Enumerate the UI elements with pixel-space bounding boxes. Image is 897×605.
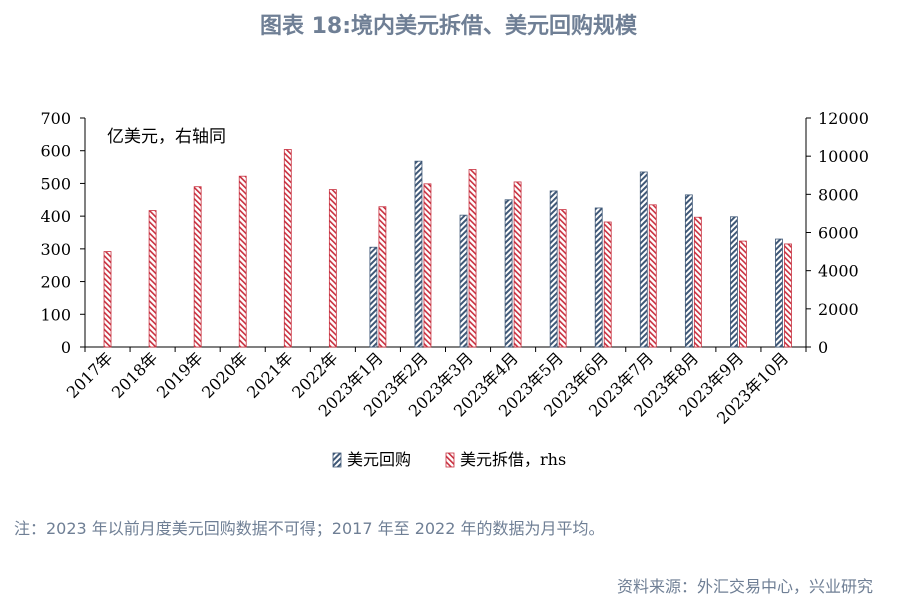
unit-annotation: 亿美元，右轴同 bbox=[107, 127, 226, 147]
bar-usd-lending bbox=[148, 210, 157, 348]
bar-usd-repo bbox=[369, 246, 378, 348]
bar-usd-repo bbox=[549, 190, 558, 348]
bar-usd-lending bbox=[423, 183, 432, 348]
legend-swatch-repo bbox=[332, 452, 342, 468]
bar-usd-lending bbox=[739, 240, 747, 348]
bar-usd-repo bbox=[459, 214, 468, 348]
bar-usd-repo bbox=[730, 216, 738, 348]
x-tick-label: 2021年 bbox=[243, 348, 297, 402]
bar-usd-repo bbox=[504, 199, 513, 348]
legend-label-lending: 美元拆借，rhs bbox=[460, 450, 566, 469]
bar-usd-lending bbox=[283, 149, 292, 348]
right-y-tick-label: 2000 bbox=[818, 300, 859, 319]
left-y-tick-label: 200 bbox=[40, 273, 71, 292]
left-y-tick-label: 300 bbox=[40, 240, 71, 259]
bar-usd-lending bbox=[603, 221, 612, 348]
bar-usd-lending bbox=[513, 181, 522, 348]
right-y-tick-label: 0 bbox=[818, 338, 828, 357]
bar-usd-lending bbox=[238, 175, 247, 348]
footnote: 注：2023 年以前月度美元回购数据不可得；2017 年至 2022 年的数据为… bbox=[14, 519, 605, 538]
x-tick-label: 2019年 bbox=[153, 348, 207, 402]
bar-usd-repo bbox=[639, 171, 648, 348]
left-y-tick-label: 600 bbox=[40, 142, 71, 161]
bar-usd-lending bbox=[693, 216, 702, 348]
right-y-tick-label: 8000 bbox=[818, 185, 859, 204]
bar-usd-lending bbox=[558, 209, 567, 348]
left-y-tick-label: 100 bbox=[40, 305, 71, 324]
chart-title: 图表 18:境内美元拆借、美元回购规模 bbox=[259, 14, 638, 39]
left-y-tick-label: 500 bbox=[40, 174, 71, 193]
bar-usd-repo bbox=[594, 207, 603, 348]
x-tick-label: 2020年 bbox=[198, 348, 252, 402]
legend-label-repo: 美元回购 bbox=[347, 450, 411, 469]
right-y-tick-label: 6000 bbox=[818, 224, 859, 243]
x-tick-label: 2018年 bbox=[108, 348, 162, 402]
bar-usd-lending bbox=[193, 186, 202, 348]
bar-usd-repo bbox=[775, 238, 783, 348]
right-y-tick-label: 12000 bbox=[818, 109, 869, 128]
legend-swatch-lending bbox=[445, 452, 455, 468]
source-credit: 资料来源：外汇交易中心，兴业研究 bbox=[616, 577, 873, 596]
bar-usd-lending bbox=[468, 169, 477, 348]
bar-usd-lending bbox=[103, 251, 112, 348]
bar-usd-repo bbox=[414, 160, 423, 348]
bar-usd-lending bbox=[328, 189, 337, 348]
bar-usd-repo bbox=[684, 194, 693, 348]
right-y-tick-label: 4000 bbox=[818, 262, 859, 281]
left-y-tick-label: 400 bbox=[40, 207, 71, 226]
bar-usd-lending bbox=[378, 206, 387, 348]
left-y-tick-label: 0 bbox=[61, 338, 71, 357]
bar-usd-lending bbox=[648, 204, 657, 348]
left-y-tick-label: 700 bbox=[40, 109, 71, 128]
bar-usd-lending bbox=[784, 243, 792, 348]
right-y-tick-label: 10000 bbox=[818, 147, 869, 166]
